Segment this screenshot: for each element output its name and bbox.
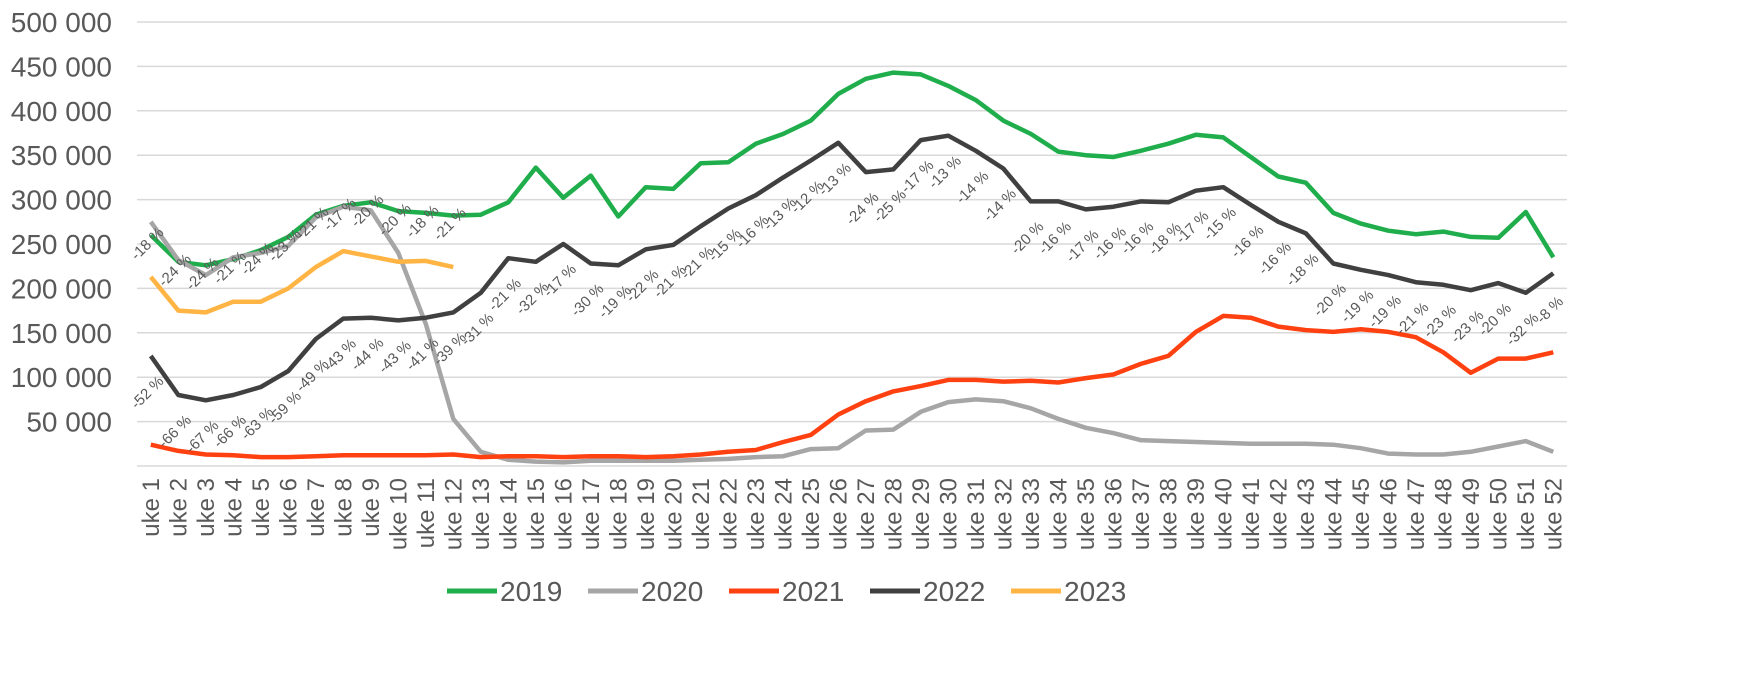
x-tick-label: uke 9 — [358, 478, 385, 537]
x-tick-label: uke 7 — [303, 478, 330, 537]
change-label: -14 % — [980, 185, 1020, 225]
x-tick-label: uke 4 — [220, 478, 247, 537]
x-tick-label: uke 46 — [1375, 478, 1402, 550]
x-tick-label: uke 17 — [578, 478, 605, 550]
series-line — [148, 133, 1555, 403]
legend-label: 2021 — [782, 576, 844, 607]
x-tick-label: uke 41 — [1238, 478, 1265, 550]
x-tick-label: uke 6 — [275, 478, 302, 537]
y-tick-label: 200 000 — [11, 273, 112, 304]
x-tick-label: uke 25 — [798, 478, 825, 550]
x-tick-label: uke 28 — [880, 478, 907, 550]
x-tick-label: uke 11 — [413, 478, 440, 548]
x-tick-label: uke 43 — [1293, 478, 1320, 550]
change-label: -13 % — [815, 160, 855, 200]
x-tick-label: uke 20 — [660, 478, 687, 550]
y-tick-label: 300 000 — [11, 185, 112, 216]
legend-label: 2023 — [1064, 576, 1126, 607]
x-tick-label: uke 26 — [825, 478, 852, 550]
x-tick-label: uke 40 — [1210, 478, 1237, 550]
x-tick-label: uke 8 — [330, 478, 357, 537]
x-tick-label: uke 36 — [1100, 478, 1127, 550]
x-tick-label: uke 39 — [1183, 478, 1210, 550]
series-line — [148, 204, 1555, 465]
x-tick-label: uke 42 — [1265, 478, 1292, 550]
x-tick-label: uke 27 — [853, 478, 880, 550]
x-tick-label: uke 14 — [495, 478, 522, 550]
y-tick-label: 400 000 — [11, 96, 112, 127]
legend-label: 2020 — [641, 576, 703, 607]
x-tick-label: uke 44 — [1320, 478, 1347, 550]
x-tick-label: uke 5 — [248, 478, 275, 537]
x-tick-label: uke 33 — [1018, 478, 1045, 550]
x-tick-label: uke 1 — [138, 478, 165, 537]
change-label: -16 % — [1228, 222, 1268, 262]
series-line — [149, 248, 454, 315]
y-tick-label: 350 000 — [11, 140, 112, 171]
x-tick-label: uke 19 — [633, 478, 660, 550]
x-tick-label: uke 31 — [963, 478, 990, 550]
x-tick-label: uke 50 — [1485, 478, 1512, 550]
x-tick-label: uke 2 — [165, 478, 192, 537]
x-tick-label: uke 30 — [935, 478, 962, 550]
x-tick-label: uke 12 — [440, 478, 467, 550]
x-tick-label: uke 16 — [550, 478, 577, 550]
y-tick-label: 450 000 — [11, 51, 112, 82]
x-tick-label: uke 21 — [688, 478, 715, 550]
x-tick-label: uke 38 — [1155, 478, 1182, 550]
legend-label: 2019 — [500, 576, 562, 607]
change-label: -52 % — [128, 373, 168, 413]
change-label: -14 % — [953, 168, 993, 208]
x-tick-label: uke 52 — [1540, 478, 1567, 550]
x-tick-label: uke 35 — [1073, 478, 1100, 550]
y-tick-label: 250 000 — [11, 229, 112, 260]
x-tick-label: uke 37 — [1128, 478, 1155, 550]
x-tick-label: uke 3 — [193, 478, 220, 537]
y-tick-label: 100 000 — [11, 362, 112, 393]
x-tick-label: uke 45 — [1348, 478, 1375, 550]
x-tick-label: uke 23 — [743, 478, 770, 550]
change-label: -17 % — [540, 261, 580, 301]
x-tick-label: uke 22 — [715, 478, 742, 550]
y-tick-label: 150 000 — [11, 318, 112, 349]
x-tick-label: uke 29 — [908, 478, 935, 550]
series-line — [150, 313, 1554, 460]
y-tick-label: 500 000 — [11, 7, 112, 38]
series-line — [149, 70, 1556, 268]
x-tick-label: uke 24 — [770, 478, 797, 550]
y-tick-label: 50 000 — [26, 407, 112, 438]
x-tick-label: uke 13 — [468, 478, 495, 550]
x-tick-label: uke 34 — [1045, 478, 1072, 550]
x-tick-label: uke 18 — [605, 478, 632, 550]
x-tick-label: uke 48 — [1430, 478, 1457, 550]
legend-label: 2022 — [923, 576, 985, 607]
x-tick-label: uke 15 — [523, 478, 550, 550]
x-tick-label: uke 32 — [990, 478, 1017, 550]
change-label: -31 % — [458, 310, 498, 350]
x-tick-label: uke 51 — [1513, 478, 1540, 550]
x-tick-label: uke 47 — [1403, 478, 1430, 550]
x-tick-label: uke 49 — [1458, 478, 1485, 550]
x-tick-label: uke 10 — [385, 478, 412, 550]
